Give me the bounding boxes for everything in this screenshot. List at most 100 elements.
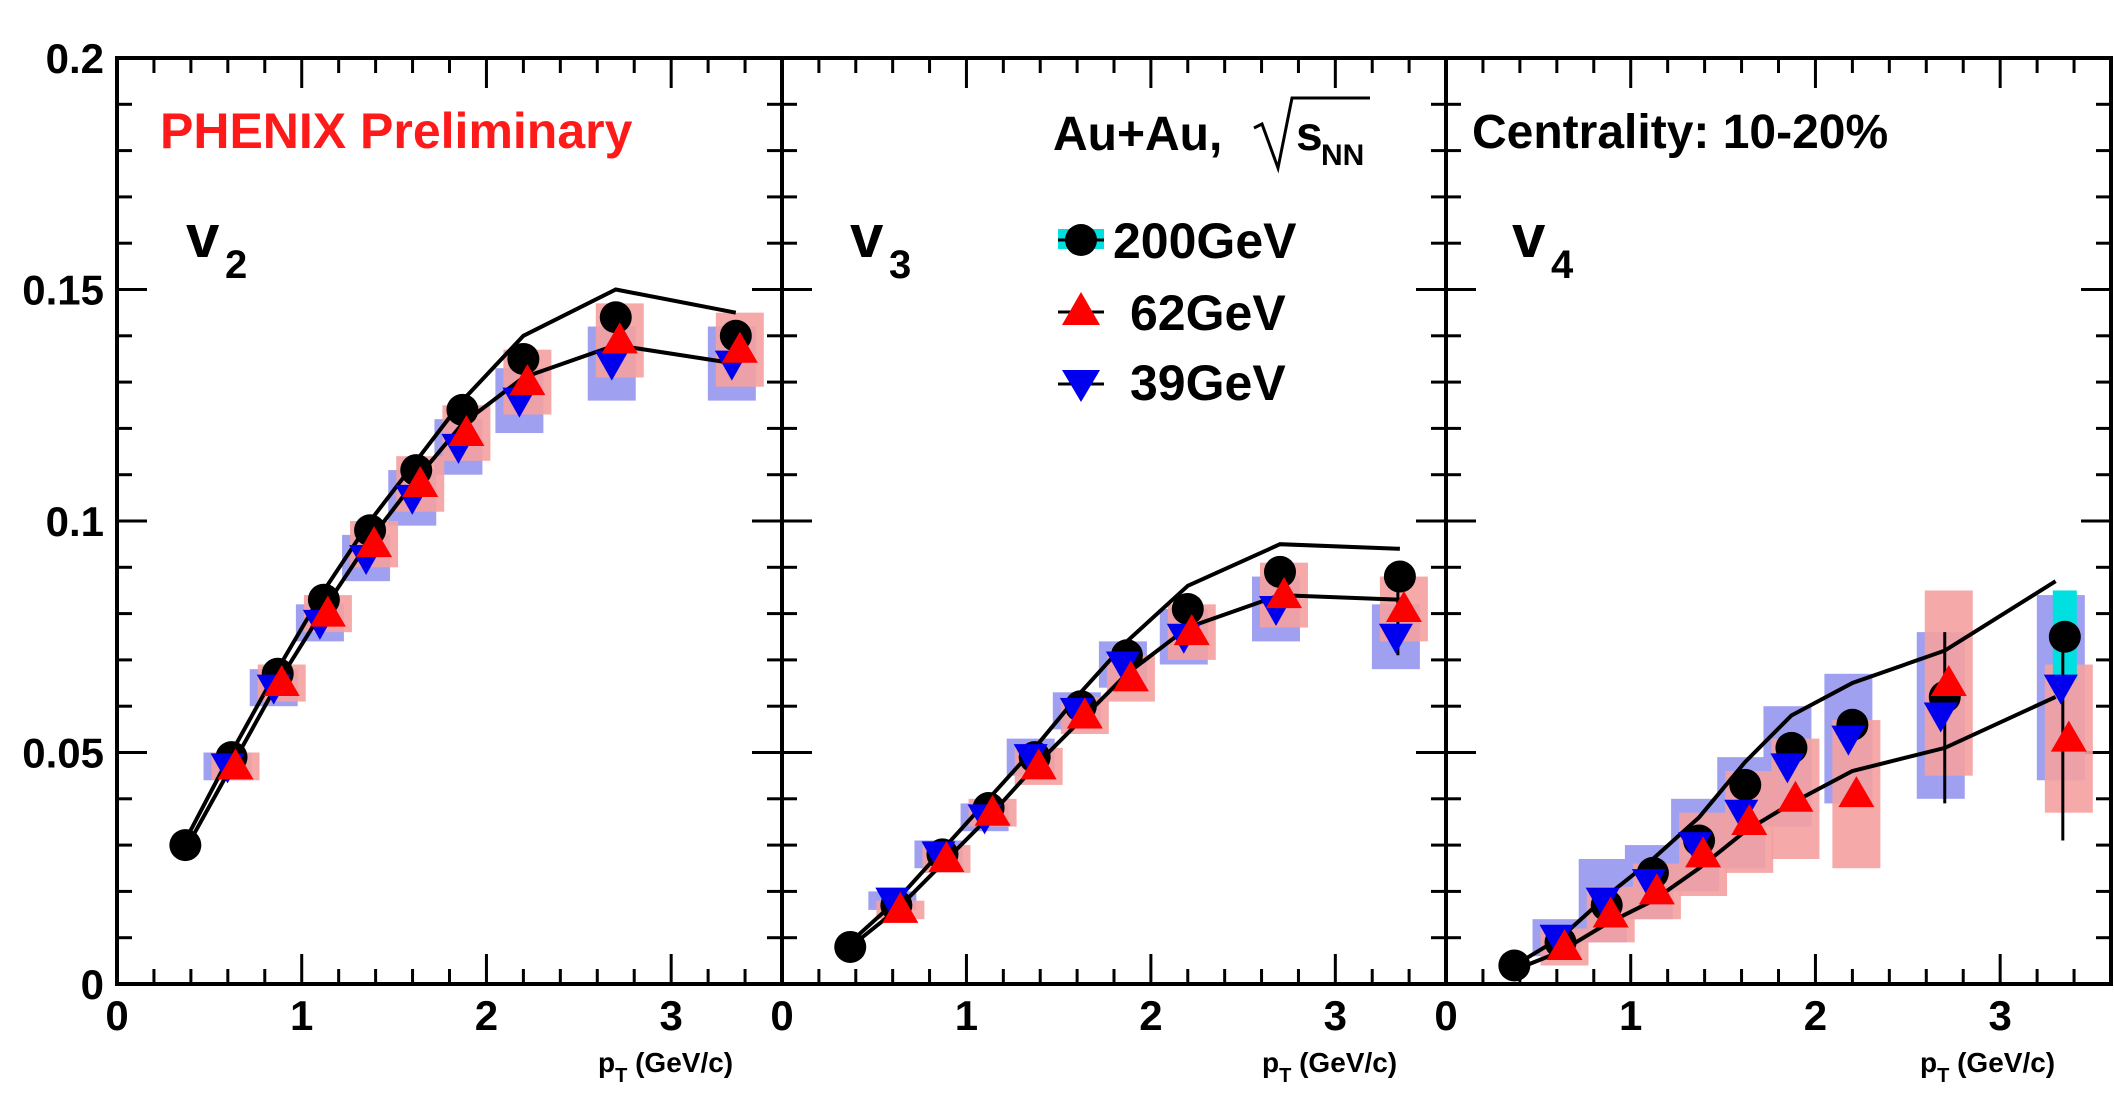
energy-subscript: NN	[1321, 139, 1364, 172]
panel-v4-x-tick-label-1: 1	[1619, 992, 1642, 1039]
panel-v3-point-200gev-0	[834, 930, 867, 963]
panel-v4-point-39gev-1	[1585, 887, 1620, 918]
panel-v4-point-62gev-6	[1838, 776, 1875, 808]
panel-v4-point-39gev-7	[1923, 702, 1958, 733]
panel-v2-x-tick-label-0: 0	[105, 992, 128, 1039]
panel-v2-frame	[115, 56, 784, 986]
panel-v3-point-62gev-0	[882, 891, 919, 923]
panel-v3-model-upper-curve	[848, 542, 1400, 944]
panel-v3-label: v	[850, 203, 884, 270]
panel-v4-point-62gev-4	[1731, 803, 1768, 835]
panel-v4-x-tick-label-2: 2	[1804, 992, 1827, 1039]
panel-v4-point-62gev-2	[1638, 873, 1675, 905]
panel-v4-sub: 4	[1551, 243, 1574, 287]
panel-v3-point-62gev-6	[1173, 614, 1210, 646]
legend-39-marker	[1062, 370, 1100, 402]
panel-v2-x-tick-label-2: 2	[475, 992, 498, 1039]
panel-v4-point-62gev-3	[1685, 836, 1722, 868]
panel-v3-x-tick-label-1: 1	[955, 992, 978, 1039]
panel-v3-point-62gev-7	[1266, 577, 1302, 609]
y-tick-label-1: 0.05	[22, 730, 104, 777]
panel-v3-point-200gev-7	[1171, 592, 1204, 625]
panel-v3-sub: 3	[889, 243, 911, 287]
panel-v2-point-62gev-2	[309, 595, 346, 627]
panel-v2-model-upper-curve	[183, 287, 737, 842]
panel-v3-point-39gev-8	[1378, 623, 1413, 654]
panel-v3-point-200gev-9	[1383, 560, 1416, 593]
xlabel-panel-2: pT (GeV/c)	[1262, 1047, 1397, 1087]
panel-v2-point-62gev-1	[263, 665, 300, 697]
legend-62-marker	[1062, 292, 1100, 325]
panel-v3-x-tick-label-0: 0	[770, 992, 793, 1039]
y-tick-label-2: 0.1	[46, 498, 104, 545]
panel-v2-model-lower-curve	[183, 343, 737, 851]
panel-v2-point-62gev-7	[601, 322, 638, 354]
panel-v2-point-39gev-6	[502, 387, 537, 418]
panel-v4-point-39gev-6	[1831, 725, 1866, 756]
energy-symbol: s	[1296, 108, 1323, 161]
panel-v3-point-62gev-5	[1112, 660, 1149, 692]
xlabel-panel-1: pT (GeV/c)	[598, 1047, 733, 1087]
panel-v3-point-39gev-5	[1105, 651, 1140, 682]
panel-v2-point-200gev-7	[507, 342, 540, 375]
panel-v4-point-62gev-5	[1777, 780, 1814, 812]
panel-v4-point-200gev-5	[1729, 768, 1762, 801]
panel-v2-point-62gev-0	[217, 748, 254, 780]
panel-v3-point-62gev-4	[1066, 697, 1103, 729]
panel-v4-point-62gev-7	[1930, 665, 1967, 697]
panel-v2-point-62gev-3	[356, 526, 393, 558]
y-tick-label-3: 0.15	[22, 267, 104, 314]
sqrt-symbol	[1253, 96, 1370, 174]
panel-v2-sub: 2	[225, 243, 247, 287]
panel-v4-x-tick-label-3: 3	[1988, 992, 2011, 1039]
panel-v3-point-200gev-8	[1264, 555, 1296, 588]
axis-ticks: 0 0.05 0.1 0.15 0.2 0 1 2 3 0 1 2 3 0 1 2 3	[22, 35, 2113, 1039]
panel-v2-x-tick-label-3: 3	[659, 992, 682, 1039]
panel-v2-point-200gev-0	[169, 829, 202, 862]
model-curves	[183, 287, 2057, 972]
panel-v4-x-tick-label-0: 0	[1434, 992, 1457, 1039]
preliminary-label: PHENIX Preliminary	[160, 103, 633, 159]
panel-v4-point-39gev-8	[2043, 674, 2078, 705]
legend: 200GeV 62GeV 39GeV	[1058, 213, 1297, 411]
panel-v3-x-tick-label-2: 2	[1139, 992, 1162, 1039]
data-points	[169, 301, 2087, 982]
system-label: Au+Au,	[1053, 108, 1222, 161]
panel-v4-point-62gev-8	[2050, 720, 2087, 752]
y-tick-label-0: 0	[81, 961, 104, 1008]
panel-v3-x-tick-label-3: 3	[1324, 992, 1347, 1039]
xlabel-panel-3: pT (GeV/c)	[1920, 1047, 2055, 1087]
panel-v2-x-tick-label-1: 1	[290, 992, 313, 1039]
panel-v2-point-39gev-7	[594, 350, 629, 381]
panel-v4-point-200gev-9	[2048, 620, 2081, 653]
panel-v2-point-62gev-8	[721, 331, 758, 363]
panel-v4-point-62gev-1	[1592, 896, 1629, 928]
panel-v4-label: v	[1512, 203, 1546, 270]
panel-v3-model-lower-curve	[848, 593, 1400, 949]
panel-v4-point-39gev-5	[1770, 753, 1805, 784]
panel-v3-point-62gev-1	[928, 840, 965, 872]
panel-v2-point-62gev-5	[448, 415, 485, 447]
panel-v2-point-62gev-4	[402, 465, 439, 497]
panel-v3-frame	[780, 56, 1448, 986]
panel-v4-model-lower-curve	[1513, 695, 2057, 972]
panel-v2-point-62gev-6	[509, 364, 546, 396]
panel-v2-point-200gev-6	[446, 393, 479, 426]
panel-v3-point-62gev-8	[1385, 590, 1422, 622]
panel-v4-point-62gev-0	[1546, 928, 1583, 960]
panel-v4-point-200gev-0	[1498, 949, 1531, 982]
panel-v3-point-62gev-2	[974, 794, 1011, 826]
y-tick-label-4: 0.2	[46, 35, 104, 82]
chart-text: PHENIX Preliminary Au+Au, s NN Centralit…	[160, 96, 2055, 1087]
legend-200-label: 200GeV	[1113, 213, 1297, 269]
legend-200-marker	[1065, 224, 1097, 256]
panel-v2-label: v	[186, 203, 220, 270]
panel-v3-point-62gev-3	[1020, 748, 1057, 780]
centrality-label: Centrality: 10-20%	[1472, 106, 1888, 159]
panel-v2-point-200gev-8	[599, 301, 632, 334]
legend-39-label: 39GeV	[1130, 355, 1286, 411]
panel-v4-model-upper-curve	[1513, 579, 2057, 968]
legend-62-label: 62GeV	[1130, 285, 1286, 341]
